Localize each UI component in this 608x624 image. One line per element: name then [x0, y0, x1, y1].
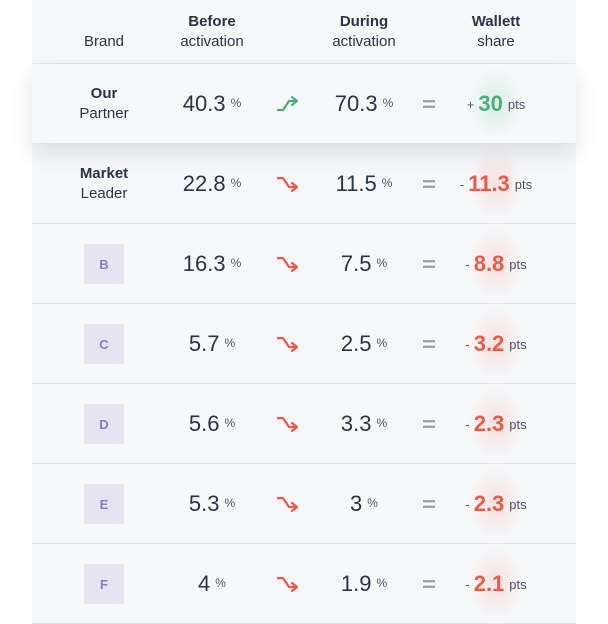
equals-icon: =: [423, 500, 435, 508]
before-value: 5.7%: [188, 331, 236, 356]
before-value: 16.3%: [182, 251, 242, 276]
header-brand: Brand: [83, 33, 125, 50]
header-wallet-share: Wallett share: [471, 13, 521, 50]
wallet-share-change: -2.3 pts: [436, 384, 556, 464]
trend-down-icon: [276, 336, 299, 353]
brand-badge: C: [84, 324, 124, 364]
brand-name-line2: Leader: [80, 185, 128, 202]
during-value: 3.3%: [340, 411, 388, 436]
equals-icon: =: [423, 180, 435, 188]
wallet-share-change: -2.1 pts: [436, 544, 556, 624]
trend-down-icon: [276, 576, 299, 593]
wallet-share-change: -8.8 pts: [436, 224, 556, 304]
equals-icon: =: [423, 340, 435, 348]
brand-name: Our Partner: [32, 64, 176, 144]
wallet-share-change: -11.3 pts: [436, 144, 556, 224]
brand-badge: E: [84, 484, 124, 524]
header-before-activation: Before activation: [180, 13, 244, 50]
table-header: Brand Before activation During activation …: [32, 0, 576, 64]
equals-icon: =: [423, 420, 435, 428]
during-value: 2.5%: [340, 331, 388, 356]
trend-down-icon: [276, 416, 299, 433]
during-value: 11.5%: [335, 171, 393, 196]
brand-name-line2: Partner: [79, 105, 129, 122]
equals-icon: =: [423, 260, 435, 268]
equals-icon: =: [423, 100, 435, 108]
brand-badge: F: [84, 564, 124, 604]
wallet-share-change: +30 pts: [436, 64, 556, 144]
before-value: 5.3%: [188, 491, 236, 516]
brand-name: Market Leader: [32, 144, 176, 224]
before-value: 40.3%: [182, 91, 242, 116]
brand-name-line1: Our: [90, 85, 118, 102]
during-value: 1.9%: [340, 571, 388, 596]
equals-icon: =: [423, 580, 435, 588]
during-value: 7.5%: [340, 251, 388, 276]
header-during-activation: During activation: [332, 13, 396, 50]
during-value: 70.3%: [334, 91, 394, 116]
during-value: 3%: [350, 491, 378, 516]
brand-badge: D: [84, 404, 124, 444]
trend-up-icon: [276, 95, 299, 112]
brand-badge: B: [84, 244, 124, 284]
trend-down-icon: [276, 496, 299, 513]
before-value: 5.6%: [188, 411, 236, 436]
wallet-share-change: -3.2 pts: [436, 304, 556, 384]
trend-down-icon: [276, 256, 299, 273]
before-value: 4%: [198, 571, 226, 596]
wallet-share-change: -2.3 pts: [436, 464, 556, 544]
trend-down-icon: [276, 176, 299, 193]
before-value: 22.8%: [182, 171, 242, 196]
brand-name-line1: Market: [79, 165, 129, 182]
